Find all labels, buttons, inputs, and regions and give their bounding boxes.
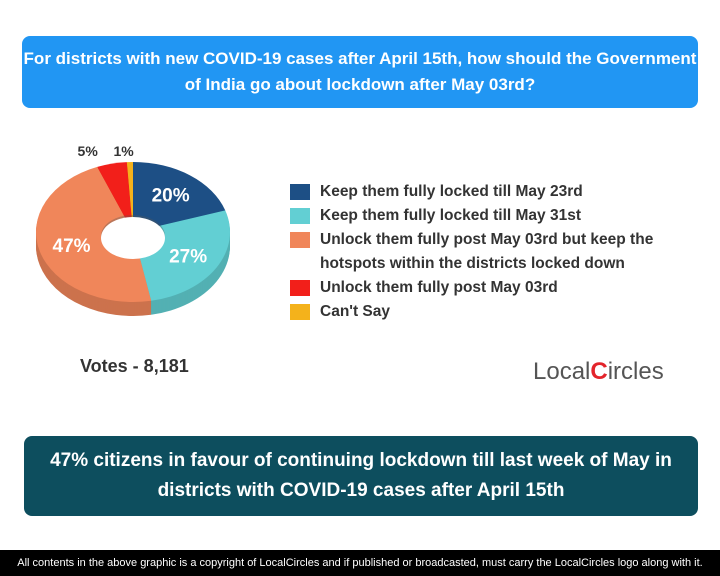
legend-item: Keep them fully locked till May 31st xyxy=(290,204,710,228)
pie-slice xyxy=(35,166,152,302)
legend-swatch xyxy=(290,232,310,248)
legend-item: Can't Say xyxy=(290,300,710,324)
legend-label: Unlock them fully post May 03rd but keep… xyxy=(320,231,654,272)
legend-swatch xyxy=(290,304,310,320)
legend: Keep them fully locked till May 23rd Kee… xyxy=(290,180,710,324)
donut-chart: 20% 27% 47% 5% 1% xyxy=(35,143,230,316)
slice-label: 5% xyxy=(78,143,99,159)
page-title: For districts with new COVID-19 cases af… xyxy=(22,36,698,108)
legend-label: Can't Say xyxy=(320,303,391,320)
pie-slice xyxy=(126,162,133,232)
legend-swatch xyxy=(290,184,310,200)
legend-item: Unlock them fully post May 03rd xyxy=(290,276,710,300)
legend-label: Keep them fully locked till May 23rd xyxy=(320,183,583,200)
legend-swatch xyxy=(290,208,310,224)
slice-label: 27% xyxy=(169,247,207,268)
pie-slice xyxy=(97,162,133,232)
donut-hole xyxy=(101,217,165,259)
legend-label: Keep them fully locked till May 31st xyxy=(320,207,581,224)
pie-slice xyxy=(133,162,226,232)
headline-banner: 47% citizens in favour of continuing loc… xyxy=(24,436,698,516)
legend-label: Unlock them fully post May 03rd xyxy=(320,279,558,296)
legend-item: Keep them fully locked till May 23rd xyxy=(290,180,710,204)
localcircles-logo: LocalCircles xyxy=(533,358,664,385)
slice-label: 47% xyxy=(53,236,91,257)
copyright-footer: All contents in the above graphic is a c… xyxy=(0,550,720,576)
legend-swatch xyxy=(290,280,310,296)
votes-count: Votes - 8,181 xyxy=(80,356,189,376)
slice-label: 1% xyxy=(114,143,135,159)
legend-item: Unlock them fully post May 03rd but keep… xyxy=(290,228,710,276)
slice-label: 20% xyxy=(152,186,190,207)
